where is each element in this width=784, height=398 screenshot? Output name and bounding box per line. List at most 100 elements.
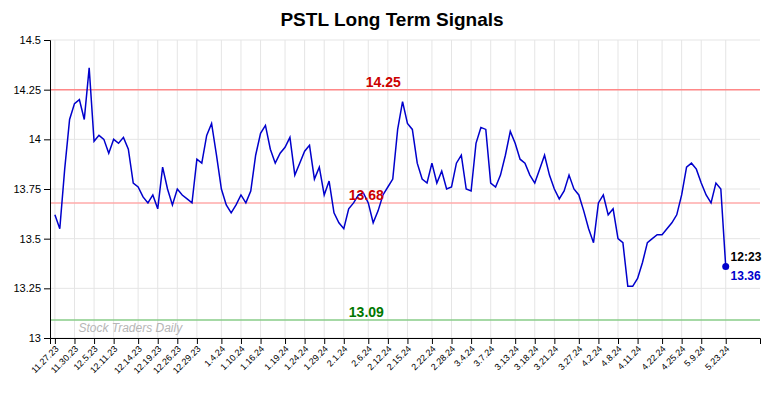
y-tick: 14 — [29, 133, 50, 145]
x-grid-line — [515, 40, 516, 338]
y-tick-label: 13.5 — [20, 233, 41, 245]
x-grid-line — [285, 40, 286, 338]
x-tick-mark — [138, 338, 139, 344]
x-tick: 12.29.23 — [171, 338, 203, 376]
x-tick-label: 3.4.24 — [452, 344, 477, 369]
x-axis-line — [51, 339, 761, 345]
x-tick-label: 4.2.24 — [579, 344, 604, 369]
last-point — [722, 263, 729, 270]
x-grid-line — [304, 40, 305, 338]
x-tick-label: 5.23.24 — [703, 344, 731, 372]
x-tick-label: 3.27.24 — [556, 344, 584, 372]
y-tick-mark — [44, 40, 50, 41]
x-tick: 4.11.24 — [615, 338, 643, 372]
x-tick-mark — [114, 338, 115, 344]
x-tick-mark — [344, 338, 345, 344]
y-grid-line — [50, 139, 760, 140]
x-grid-line — [54, 40, 55, 338]
x-grid-line — [113, 40, 114, 338]
x-grid-line — [662, 40, 663, 338]
y-tick-mark — [44, 338, 50, 339]
price-line — [55, 68, 726, 287]
x-axis: 11.27.2311.30.2312.5.2312.11.2312.14.231… — [29, 338, 760, 376]
x-tick-mark — [598, 338, 599, 344]
x-tick-mark — [726, 338, 727, 344]
x-grid-line — [94, 40, 95, 338]
x-tick-mark — [515, 338, 516, 344]
x-grid-line — [701, 40, 702, 338]
y-tick: 14.5 — [20, 34, 50, 46]
x-tick-mark — [535, 338, 536, 344]
x-tick-mark — [177, 338, 178, 344]
x-tick-label: 1.16.24 — [238, 344, 266, 372]
x-tick-label: 1.29.24 — [302, 344, 330, 372]
title: PSTL Long Term Signals — [280, 9, 503, 30]
x-grid-line — [157, 40, 158, 338]
x-grid-line — [74, 40, 75, 338]
y-tick-label: 13.75 — [13, 183, 41, 195]
y-grid-line — [50, 89, 760, 90]
y-tick: 13.25 — [13, 282, 50, 294]
reference-line-label: 13.09 — [349, 304, 384, 320]
x-tick-mark — [221, 338, 222, 344]
x-tick-mark — [368, 338, 369, 344]
x-grid-line — [618, 40, 619, 338]
y-tick-mark — [44, 189, 50, 190]
watermark: Stock Traders Daily — [78, 321, 183, 335]
x-tick-label: 4.25.24 — [659, 344, 687, 372]
reference-line — [50, 89, 760, 91]
x-tick-mark — [197, 338, 198, 344]
x-tick-label: 12.29.23 — [171, 344, 203, 376]
x-tick-mark — [324, 338, 325, 344]
x-tick-mark — [452, 338, 453, 344]
x-grid-line — [598, 40, 599, 338]
x-tick-mark — [618, 338, 619, 344]
grid — [50, 40, 760, 338]
x-tick-mark — [682, 338, 683, 344]
y-tick-label: 14.25 — [13, 84, 41, 96]
y-tick-label: 13 — [29, 332, 41, 344]
x-tick-label: 2.15.24 — [385, 344, 413, 372]
x-tick-label: 3.21.24 — [532, 344, 560, 372]
x-tick-mark — [55, 338, 56, 344]
x-grid-line — [431, 40, 432, 338]
x-tick-mark — [471, 338, 472, 344]
x-tick-mark — [432, 338, 433, 344]
x-grid-line — [343, 40, 344, 338]
y-tick-label: 13.25 — [13, 282, 41, 294]
x-grid-line — [637, 40, 638, 338]
x-tick: 3.21.24 — [532, 338, 560, 372]
y-tick-mark — [44, 90, 50, 91]
x-tick-mark — [158, 338, 159, 344]
x-tick-mark — [662, 338, 663, 344]
y-grid-line — [50, 40, 760, 41]
x-tick: 2.1.24 — [325, 338, 350, 369]
reference-line-label: 13.68 — [349, 187, 384, 203]
x-tick: 4.25.24 — [659, 338, 687, 372]
y-axis: 13 13.25 13.5 13.75 14 14.25 14.5 — [13, 34, 50, 344]
x-grid-line — [260, 40, 261, 338]
x-grid-line — [196, 40, 197, 338]
y-grid-line — [50, 189, 760, 190]
x-tick-mark — [74, 338, 75, 344]
y-tick-mark — [44, 288, 50, 289]
x-tick-label: 11.30.23 — [49, 344, 80, 375]
x-tick-label: 4.11.24 — [615, 344, 643, 372]
x-grid-line — [490, 40, 491, 338]
x-tick: 2.28.24 — [429, 338, 457, 372]
last-value-note: 13.36 — [731, 269, 761, 283]
y-grid-line — [50, 288, 760, 289]
chart: 13 13.25 13.5 13.75 14 14.25 14.5 11.27.2311.30… — [0, 0, 784, 398]
y-tick: 13.5 — [20, 233, 50, 245]
y-axis-line — [44, 41, 51, 339]
y-tick-mark — [44, 239, 50, 240]
x-tick-mark — [701, 338, 702, 344]
x-tick-mark — [638, 338, 639, 344]
y-tick: 13 — [29, 332, 50, 344]
x-grid-line — [240, 40, 241, 338]
x-grid-line — [451, 40, 452, 338]
annotations: 14.2513.6813.0912:2313.36Stock Traders D… — [78, 74, 761, 335]
x-tick-mark — [388, 338, 389, 344]
x-tick-mark — [407, 338, 408, 344]
y-tick-label: 14 — [29, 133, 41, 145]
